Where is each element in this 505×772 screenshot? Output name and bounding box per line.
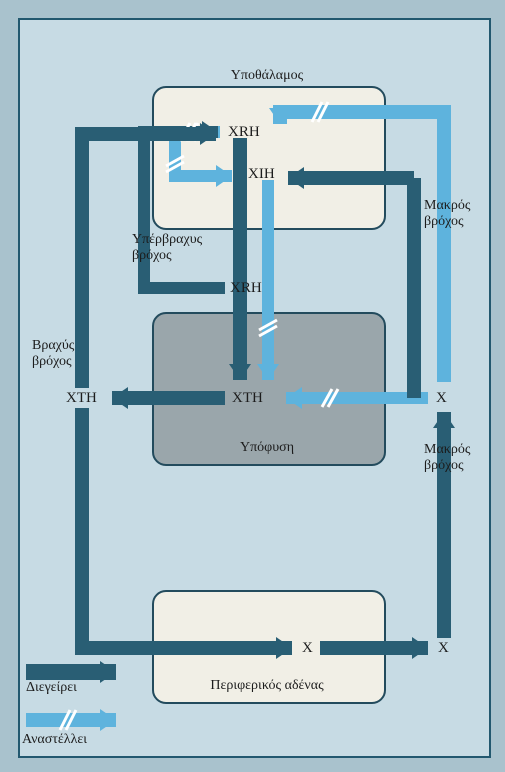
node-xth-left: XTH <box>66 390 97 407</box>
node-xih: XIH <box>248 166 275 183</box>
short-loop-label-2: βρόχος <box>32 354 72 370</box>
node-x-peri: X <box>302 640 313 657</box>
long-loop-top-2: βρόχος <box>424 214 464 230</box>
page: Υποθάλαμος Υπόφυση Περιφερικός αδένας XR… <box>0 0 505 772</box>
diagram-panel: Υποθάλαμος Υπόφυση Περιφερικός αδένας XR… <box>18 18 491 758</box>
short-loop-label-1: Βραχύς <box>32 338 74 354</box>
long-loop-bottom-1: Μακρός <box>424 442 470 458</box>
long-loop-top-1: Μακρός <box>424 198 470 214</box>
node-x-right: X <box>436 390 447 407</box>
ultrashort-label-2: βρόχος <box>132 248 172 264</box>
node-x-out: X <box>438 640 449 657</box>
node-xth-mid: XTH <box>232 390 263 407</box>
node-xrh-top: XRH <box>228 124 260 141</box>
legend-inhibit-label: Αναστέλλει <box>22 732 87 748</box>
node-xrh-mid: XRH <box>230 280 262 297</box>
long-loop-bottom-2: βρόχος <box>424 458 464 474</box>
legend-stimulate-label: Διεγείρει <box>26 680 77 696</box>
ultrashort-label-1: Υπέρβραχυς <box>132 232 202 248</box>
